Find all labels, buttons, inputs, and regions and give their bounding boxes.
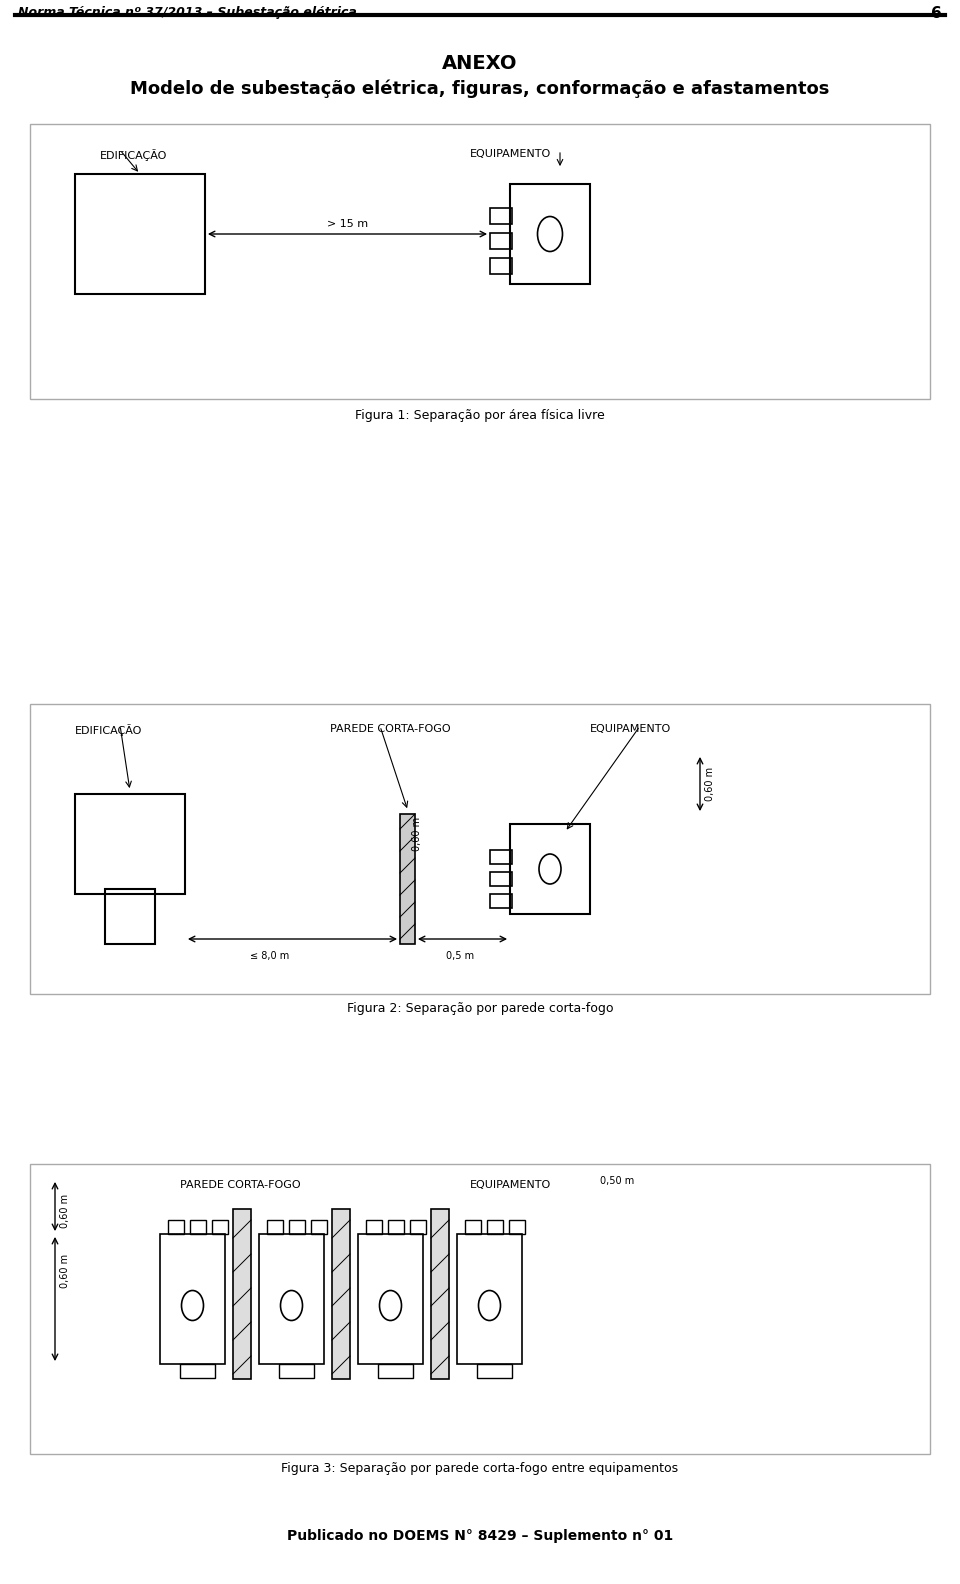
Ellipse shape [539, 854, 561, 884]
Bar [259, 1234, 324, 1364]
Bar [75, 174, 205, 295]
Bar [400, 814, 415, 944]
Text: EQUIPAMENTO: EQUIPAMENTO [590, 724, 671, 733]
Bar [168, 1220, 184, 1234]
Ellipse shape [538, 217, 563, 252]
Bar [311, 1220, 327, 1234]
Bar [332, 1209, 350, 1380]
Bar [490, 893, 512, 908]
Bar [490, 208, 512, 223]
Text: EDIFICAÇÃO: EDIFICAÇÃO [75, 724, 142, 737]
Text: Figura 2: Separação por parede corta-fogo: Figura 2: Separação por parede corta-fog… [347, 1003, 613, 1015]
Bar [410, 1220, 426, 1234]
Bar [490, 873, 512, 885]
Text: ANEXO: ANEXO [443, 54, 517, 73]
Bar [509, 1220, 525, 1234]
Bar [212, 1220, 228, 1234]
Text: PAREDE CORTA-FOGO: PAREDE CORTA-FOGO [180, 1180, 300, 1190]
Bar [510, 184, 590, 284]
Bar [233, 1209, 251, 1380]
Bar [180, 1364, 215, 1378]
Bar [490, 233, 512, 249]
Bar [30, 703, 930, 995]
Bar [267, 1220, 283, 1234]
Bar [279, 1364, 314, 1378]
Bar [190, 1220, 206, 1234]
Bar [358, 1234, 423, 1364]
Text: PAREDE CORTA-FOGO: PAREDE CORTA-FOGO [330, 724, 450, 733]
Bar [30, 1164, 930, 1454]
Bar [490, 258, 512, 274]
Text: 0,50 m: 0,50 m [600, 1175, 635, 1186]
Ellipse shape [280, 1291, 302, 1321]
Text: Modelo de subestação elétrica, figuras, conformação e afastamentos: Modelo de subestação elétrica, figuras, … [131, 79, 829, 98]
Text: 0,60 m: 0,60 m [60, 1255, 70, 1288]
Bar [388, 1220, 404, 1234]
Text: Publicado no DOEMS N° 8429 – Suplemento n° 01: Publicado no DOEMS N° 8429 – Suplemento … [287, 1529, 673, 1543]
Text: ≤ 8,0 m: ≤ 8,0 m [251, 950, 290, 961]
Text: EQUIPAMENTO: EQUIPAMENTO [470, 149, 551, 158]
Text: Figura 1: Separação por área física livre: Figura 1: Separação por área física livr… [355, 409, 605, 421]
Bar [378, 1364, 413, 1378]
Bar [487, 1220, 503, 1234]
Text: EDIFICAÇÃO: EDIFICAÇÃO [100, 149, 167, 162]
Ellipse shape [181, 1291, 204, 1321]
Bar [30, 124, 930, 399]
Text: 6: 6 [931, 6, 942, 21]
Text: 0,5 m: 0,5 m [446, 950, 474, 961]
Bar [457, 1234, 522, 1364]
Text: EQUIPAMENTO: EQUIPAMENTO [470, 1180, 551, 1190]
Text: 0,60 m: 0,60 m [60, 1194, 70, 1228]
Text: 0,60 m: 0,60 m [705, 767, 715, 802]
Bar [431, 1209, 449, 1380]
Text: Norma Técnica nº 37/2013 – Subestação elétrica: Norma Técnica nº 37/2013 – Subestação el… [18, 6, 357, 19]
Bar [75, 794, 185, 893]
Bar [490, 851, 512, 863]
Ellipse shape [478, 1291, 500, 1321]
Text: > 15 m: > 15 m [327, 219, 368, 230]
Bar [105, 889, 155, 944]
Bar [477, 1364, 512, 1378]
Text: Figura 3: Separação por parede corta-fogo entre equipamentos: Figura 3: Separação por parede corta-fog… [281, 1462, 679, 1475]
Bar [289, 1220, 305, 1234]
Bar [465, 1220, 481, 1234]
Bar [510, 824, 590, 914]
Text: 0,60 m: 0,60 m [412, 817, 422, 851]
Ellipse shape [379, 1291, 401, 1321]
Bar [366, 1220, 382, 1234]
Bar [160, 1234, 225, 1364]
